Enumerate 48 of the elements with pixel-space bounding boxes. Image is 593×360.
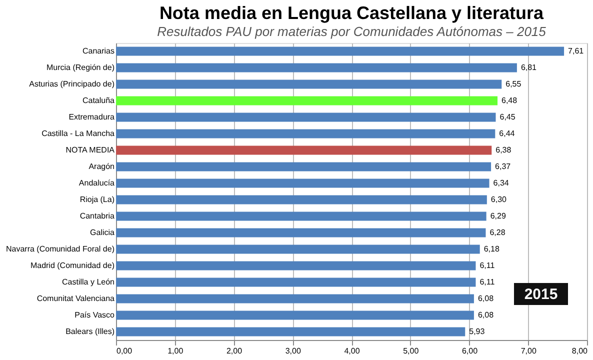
data-label: 6,18	[484, 244, 500, 254]
data-label: 6,81	[520, 62, 538, 72]
annotation: 2015	[524, 286, 558, 303]
y-tick-label: Cataluña	[82, 96, 116, 105]
y-tick-label: Castilla - La Mancha	[42, 128, 116, 138]
y-tick-label: Comunitat Valenciana	[36, 294, 116, 303]
data-label: 6,28	[490, 228, 506, 237]
data-label: 6,08	[478, 294, 494, 303]
data-label: 6,44	[499, 128, 516, 138]
data-label: 6,11	[480, 277, 496, 286]
x-tick-label: 5,00	[403, 346, 420, 356]
data-label: 6,08	[478, 310, 494, 320]
y-tick-label: Galicia	[90, 228, 116, 237]
data-label: 6,45	[500, 112, 516, 122]
x-tick-label: 0,00	[116, 346, 133, 356]
y-tick-label: Extremadura	[68, 112, 116, 122]
chart-title: Nota media en Lengua Castellana y literatura	[159, 3, 545, 23]
y-tick-label: País Vasco	[74, 310, 116, 320]
data-label: 5,93	[469, 326, 486, 336]
data-label: 7,61	[568, 46, 584, 56]
y-tick-label: Asturias (Principado de)	[29, 79, 115, 88]
y-tick-label: Murcia (Región de)	[46, 62, 115, 72]
data-label: 6,38	[496, 145, 512, 154]
x-tick-label: 4,00	[344, 346, 360, 356]
chart-subtitle: Resultados PAU por materias por Comunidades Autónomas – 2015	[157, 24, 547, 39]
y-tick-label: Balears (Illes)	[66, 326, 115, 336]
y-tick-label: Aragón	[88, 162, 114, 171]
y-tick-label: Navarra (Comunidad Foral de)	[6, 244, 115, 254]
x-tick-label: 2,00	[226, 346, 243, 356]
data-label: 6,29	[490, 211, 506, 220]
data-label: 6,55	[506, 79, 522, 88]
data-label: 6,48	[502, 96, 518, 105]
x-tick-label: 8,00	[572, 346, 588, 356]
data-label: 6,30	[490, 194, 508, 204]
data-label: 6,34	[493, 178, 510, 188]
data-label: 6,37	[495, 162, 512, 171]
y-tick-label: Canarias	[82, 46, 114, 56]
x-tick-label: 1,00	[168, 346, 184, 356]
x-tick-label: 6,00	[462, 346, 478, 356]
y-tick-label: Rioja (La)	[80, 194, 115, 204]
data-label: 6,11	[480, 260, 496, 270]
x-tick-label: 3,00	[285, 346, 302, 356]
x-tick-label: 7,00	[520, 346, 537, 356]
y-tick-label: NOTA MEDIA	[66, 145, 116, 154]
y-tick-label: Castilla y León	[62, 277, 114, 286]
y-tick-label: Cantabria	[80, 211, 116, 220]
y-tick-label: Madrid (Comunidad de)	[30, 260, 115, 270]
y-tick-label: Andalucía	[78, 178, 116, 188]
